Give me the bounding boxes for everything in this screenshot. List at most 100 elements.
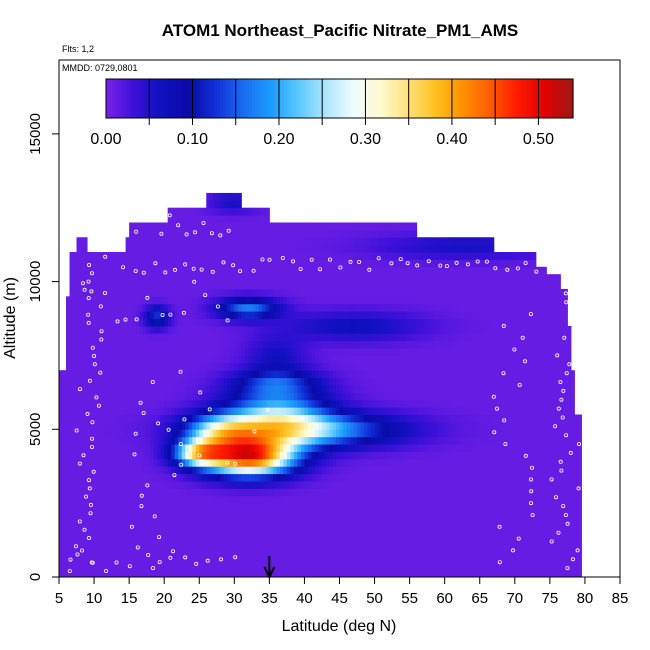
heatmap-cell <box>118 495 123 504</box>
heatmap-cell <box>160 362 165 371</box>
heatmap-cell <box>399 244 404 253</box>
heatmap-cell <box>290 377 295 386</box>
heatmap-cell <box>409 340 414 349</box>
heatmap-cell <box>378 244 383 253</box>
heatmap-cell <box>223 215 228 223</box>
heatmap-cell <box>272 355 277 364</box>
heatmap-cell <box>311 466 316 475</box>
heatmap-cell <box>325 266 330 275</box>
heatmap-cell <box>357 266 362 275</box>
heatmap-cell <box>300 532 305 541</box>
heatmap-cell <box>150 414 155 423</box>
heatmap-cell <box>300 281 305 290</box>
heatmap-cell <box>381 436 386 445</box>
heatmap-cell <box>104 466 109 475</box>
heatmap-cell <box>328 429 333 438</box>
heatmap-cell <box>420 274 425 283</box>
heatmap-cell <box>185 532 190 541</box>
heatmap-cell <box>132 562 137 571</box>
heatmap-cell <box>216 480 221 489</box>
heatmap-cell <box>223 569 228 577</box>
heatmap-cell <box>178 436 183 445</box>
heatmap-cell <box>343 532 348 541</box>
heatmap-cell <box>307 281 312 290</box>
heatmap-cell <box>279 517 284 526</box>
heatmap-cell <box>321 333 326 342</box>
heatmap-cell <box>83 348 88 356</box>
heatmap-cell <box>202 444 207 452</box>
heatmap-cell <box>216 266 221 275</box>
heatmap-cell <box>129 348 134 356</box>
heatmap-cell <box>307 392 312 401</box>
heatmap-cell <box>332 384 337 393</box>
heatmap-cell <box>90 362 95 371</box>
heatmap-cell <box>265 252 270 260</box>
heatmap-cell <box>423 458 428 467</box>
heatmap-cell <box>325 392 330 401</box>
heatmap-cell <box>62 451 67 460</box>
heatmap-cell <box>181 281 186 290</box>
heatmap-cell <box>409 444 414 452</box>
heatmap-cell <box>216 348 221 356</box>
heatmap-cell <box>108 510 113 519</box>
heatmap-cell <box>297 547 302 556</box>
heatmap-cell <box>216 244 221 253</box>
heatmap-cell <box>416 266 421 275</box>
heatmap-cell <box>202 370 207 379</box>
heatmap-cell <box>360 503 365 512</box>
heatmap-cell <box>378 458 383 467</box>
heatmap-cell <box>304 421 309 430</box>
heatmap-cell <box>353 540 358 548</box>
heatmap-cell <box>146 252 151 260</box>
heatmap-cell <box>122 569 127 577</box>
heatmap-cell <box>297 562 302 571</box>
heatmap-cell <box>66 392 71 401</box>
heatmap-cell <box>343 540 348 548</box>
heatmap-cell <box>311 355 316 364</box>
heatmap-cell <box>290 480 295 489</box>
heatmap-cell <box>392 281 397 290</box>
heatmap-cell <box>325 562 330 571</box>
heatmap-cell <box>332 547 337 556</box>
heatmap-cell <box>339 480 344 489</box>
heatmap-cell <box>234 340 239 349</box>
heatmap-cell <box>80 436 85 445</box>
heatmap-cell <box>195 510 200 519</box>
heatmap-cell <box>90 370 95 379</box>
heatmap-cell <box>339 421 344 430</box>
heatmap-cell <box>262 370 267 379</box>
heatmap-cell <box>185 237 190 246</box>
heatmap-cell <box>227 532 232 541</box>
heatmap-cell <box>272 429 277 438</box>
heatmap-cell <box>164 340 169 349</box>
heatmap-cell <box>367 466 372 475</box>
heatmap-cell <box>167 215 172 223</box>
heatmap-cell <box>276 377 281 386</box>
heatmap-cell <box>269 532 274 541</box>
heatmap-cell <box>251 525 256 534</box>
heatmap-cell <box>248 318 253 327</box>
heatmap-cell <box>248 458 253 467</box>
heatmap-cell <box>160 348 165 356</box>
heatmap-cell <box>328 281 333 290</box>
heatmap-cell <box>343 333 348 342</box>
heatmap-cell <box>248 266 253 275</box>
heatmap-cell <box>87 473 92 482</box>
heatmap-cell <box>251 451 256 460</box>
heatmap-cell <box>188 215 193 223</box>
heatmap-cell <box>374 488 379 497</box>
heatmap-cell <box>269 562 274 571</box>
heatmap-cell <box>286 229 291 238</box>
heatmap-cell <box>286 311 291 319</box>
heatmap-cell <box>206 229 211 238</box>
heatmap-cell <box>209 444 214 452</box>
heatmap-cell <box>297 458 302 467</box>
heatmap-cell <box>318 540 323 548</box>
heatmap-cell <box>76 348 81 356</box>
heatmap-cell <box>125 554 130 563</box>
heatmap-cell <box>181 303 186 312</box>
heatmap-cell <box>339 370 344 379</box>
heatmap-cell <box>164 399 169 408</box>
heatmap-cell <box>276 281 281 290</box>
heatmap-cell <box>258 554 263 563</box>
